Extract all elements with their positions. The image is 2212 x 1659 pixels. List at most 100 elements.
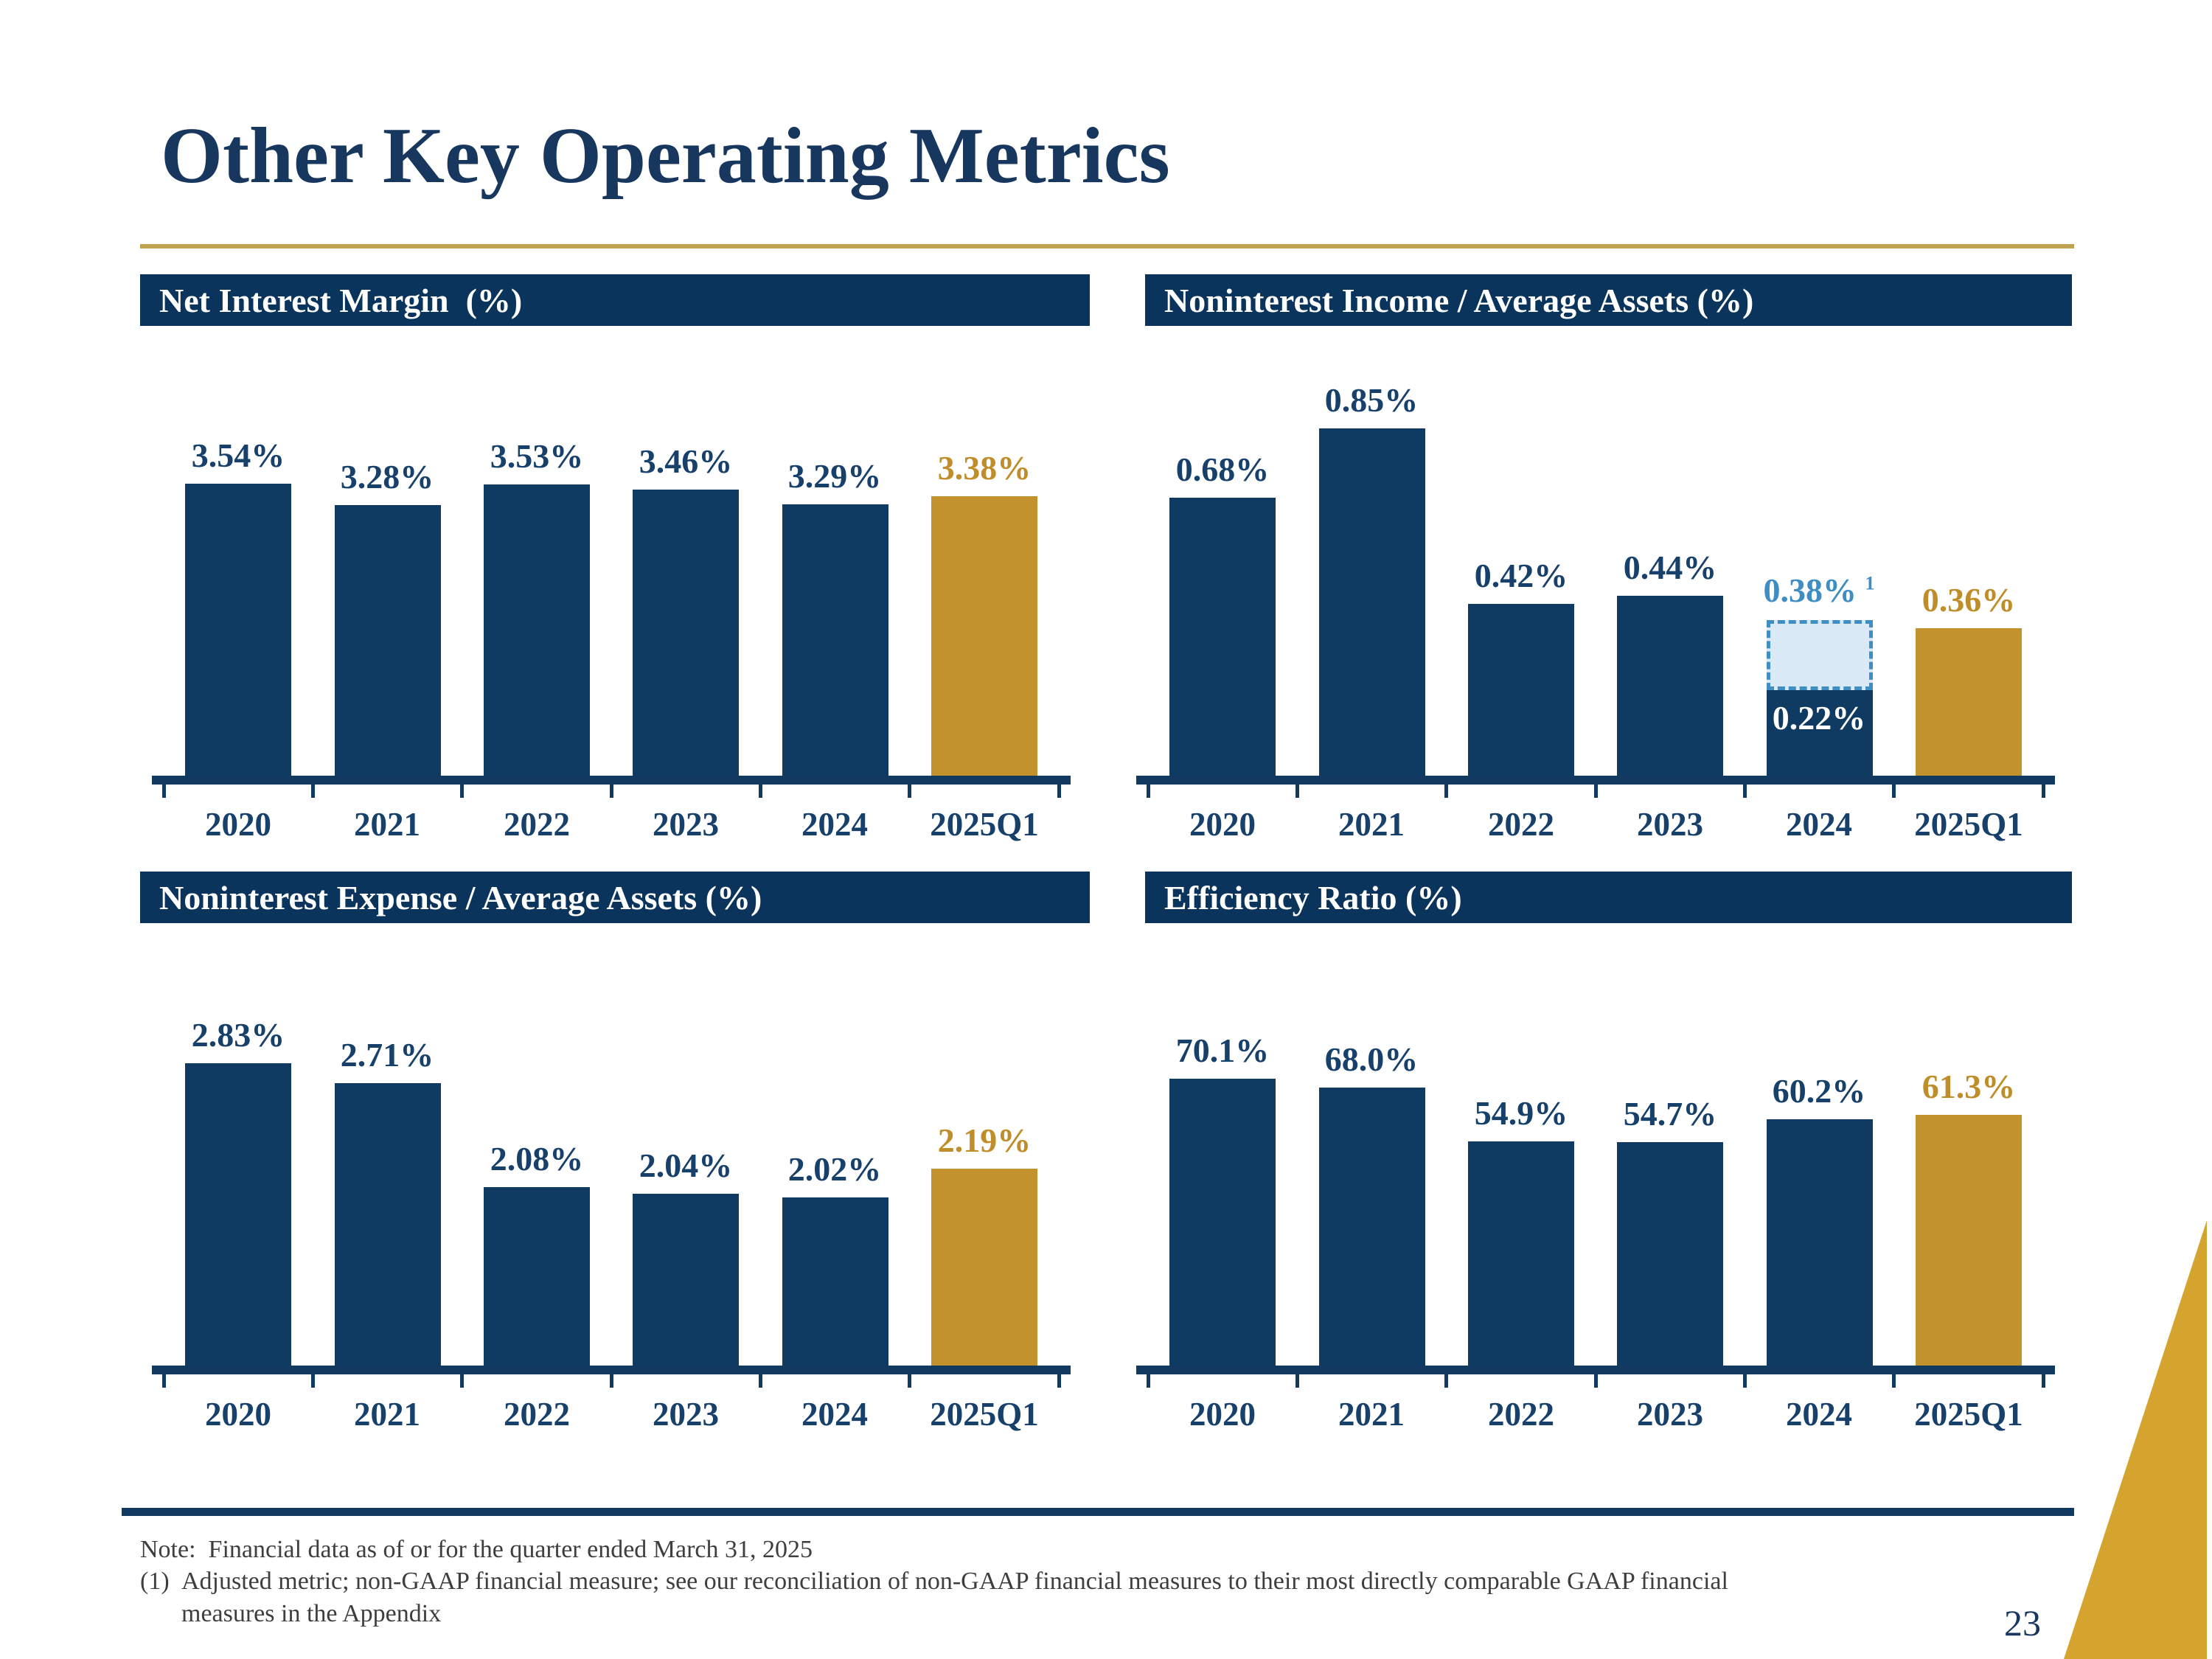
- x-axis-tick: [162, 776, 166, 798]
- bar-2024: [782, 504, 888, 776]
- panel-header-efficiency-ratio: Efficiency Ratio (%): [1145, 872, 2072, 923]
- value-label-2025Q1: 0.36%: [1921, 581, 2016, 619]
- bar-2024: [1767, 686, 1873, 776]
- value-label-2022: 0.42%: [1474, 557, 1568, 594]
- adjusted-metric-dashed-box: [1767, 620, 1873, 690]
- x-axis-label-2024: 2024: [1786, 1396, 1852, 1433]
- footnote-superscript: 1: [1865, 572, 1875, 594]
- x-axis-label-2020: 2020: [205, 806, 271, 843]
- bar-2025Q1: [1916, 628, 2022, 776]
- x-axis-label-2025Q1: 2025Q1: [1914, 806, 2023, 843]
- title-divider-line: [140, 244, 2074, 248]
- panel-header-net-interest-margin: Net Interest Margin (%): [140, 274, 1090, 326]
- page-title: Other Key Operating Metrics: [161, 112, 1170, 200]
- bar-2023: [633, 1194, 739, 1366]
- value-label-2024: 3.29%: [787, 457, 882, 495]
- x-axis-label-2023: 2023: [1637, 806, 1703, 843]
- x-axis-label-2023: 2023: [653, 1396, 719, 1433]
- x-axis-label-2020: 2020: [1189, 1396, 1256, 1433]
- value-label-2021: 68.0%: [1324, 1040, 1419, 1078]
- x-axis-label-2022: 2022: [1488, 806, 1554, 843]
- x-axis-tick: [1594, 1366, 1598, 1388]
- panel-header-noninterest-expense: Noninterest Expense / Average Assets (%): [140, 872, 1090, 923]
- value-label-2024: 2.02%: [787, 1150, 882, 1188]
- x-axis-label-2022: 2022: [1488, 1396, 1554, 1433]
- value-label-2020: 3.54%: [191, 437, 285, 474]
- value-label-adjusted: 0.38% 1: [1763, 571, 1875, 609]
- x-axis-tick: [908, 776, 911, 798]
- x-axis-tick: [1892, 1366, 1896, 1388]
- bar-2021: [335, 1083, 441, 1366]
- value-label-2022: 2.08%: [490, 1140, 584, 1178]
- x-axis-tick: [2042, 1366, 2045, 1388]
- footnote-marker: (1): [140, 1568, 170, 1595]
- x-axis-tick: [460, 776, 464, 798]
- bar-2021: [1319, 428, 1425, 776]
- value-label-2024: 0.22%: [1772, 699, 1866, 737]
- page-number: 23: [2004, 1602, 2041, 1644]
- x-axis-tick: [1743, 1366, 1747, 1388]
- x-axis-tick: [1147, 776, 1150, 798]
- value-label-2022: 3.53%: [490, 437, 584, 475]
- value-label-2020: 70.1%: [1175, 1032, 1270, 1069]
- x-axis-label-2024: 2024: [801, 806, 868, 843]
- x-axis-tick: [1295, 776, 1299, 798]
- value-label-2020: 0.68%: [1175, 451, 1270, 488]
- bar-2022: [1468, 1141, 1574, 1366]
- bar-2020: [1169, 498, 1276, 776]
- x-axis-label-2021: 2021: [1338, 1396, 1405, 1433]
- bar-2023: [1617, 1142, 1723, 1366]
- value-label-2025Q1: 61.3%: [1921, 1068, 2016, 1105]
- footer-note: Note: Financial data as of or for the qu…: [140, 1536, 813, 1563]
- x-axis-label-2021: 2021: [354, 1396, 420, 1433]
- x-axis-tick: [1444, 776, 1448, 798]
- value-label-2021: 2.71%: [340, 1036, 434, 1074]
- bar-2021: [335, 505, 441, 776]
- x-axis-label-2024: 2024: [1786, 806, 1852, 843]
- x-axis-tick: [1892, 776, 1896, 798]
- x-axis-label-2020: 2020: [205, 1396, 271, 1433]
- bar-2020: [1169, 1079, 1276, 1366]
- x-axis-label-2022: 2022: [504, 1396, 570, 1433]
- x-axis-tick: [311, 776, 315, 798]
- x-axis-tick: [2042, 776, 2045, 798]
- x-axis-tick: [908, 1366, 911, 1388]
- x-axis-tick: [1594, 776, 1598, 798]
- x-axis-label-2022: 2022: [504, 806, 570, 843]
- x-axis-label-2025Q1: 2025Q1: [1914, 1396, 2023, 1433]
- bar-2022: [484, 1187, 590, 1366]
- footnote-text-line1: Adjusted metric; non-GAAP financial meas…: [181, 1568, 1728, 1595]
- value-label-2023: 2.04%: [639, 1147, 733, 1184]
- value-label-2023: 54.7%: [1623, 1095, 1717, 1133]
- x-axis-label-2023: 2023: [653, 806, 719, 843]
- footnote-text-line2: measures in the Appendix: [181, 1600, 442, 1627]
- bar-2023: [633, 490, 739, 776]
- x-axis-tick: [610, 1366, 613, 1388]
- x-axis-tick: [1057, 776, 1061, 798]
- bar-2020: [185, 1063, 291, 1366]
- value-label-2021: 0.85%: [1324, 381, 1419, 419]
- x-axis-tick: [1295, 1366, 1299, 1388]
- x-axis-label-2020: 2020: [1189, 806, 1256, 843]
- x-axis-label-2024: 2024: [801, 1396, 868, 1433]
- bar-2025Q1: [1916, 1115, 2022, 1366]
- value-label-2024: 60.2%: [1772, 1072, 1866, 1110]
- bar-2022: [1468, 604, 1574, 776]
- x-axis-tick: [460, 1366, 464, 1388]
- value-label-2025Q1: 3.38%: [937, 449, 1032, 487]
- bar-2025Q1: [931, 1169, 1037, 1366]
- x-axis-label-2021: 2021: [354, 806, 420, 843]
- x-axis-tick: [1147, 1366, 1150, 1388]
- value-label-2020: 2.83%: [191, 1016, 285, 1054]
- bar-2023: [1617, 596, 1723, 776]
- x-axis-label-2023: 2023: [1637, 1396, 1703, 1433]
- bar-2024: [782, 1197, 888, 1366]
- x-axis-tick: [1057, 1366, 1061, 1388]
- x-axis-label-2021: 2021: [1338, 806, 1405, 843]
- x-axis-tick: [759, 776, 762, 798]
- value-label-2025Q1: 2.19%: [937, 1121, 1032, 1159]
